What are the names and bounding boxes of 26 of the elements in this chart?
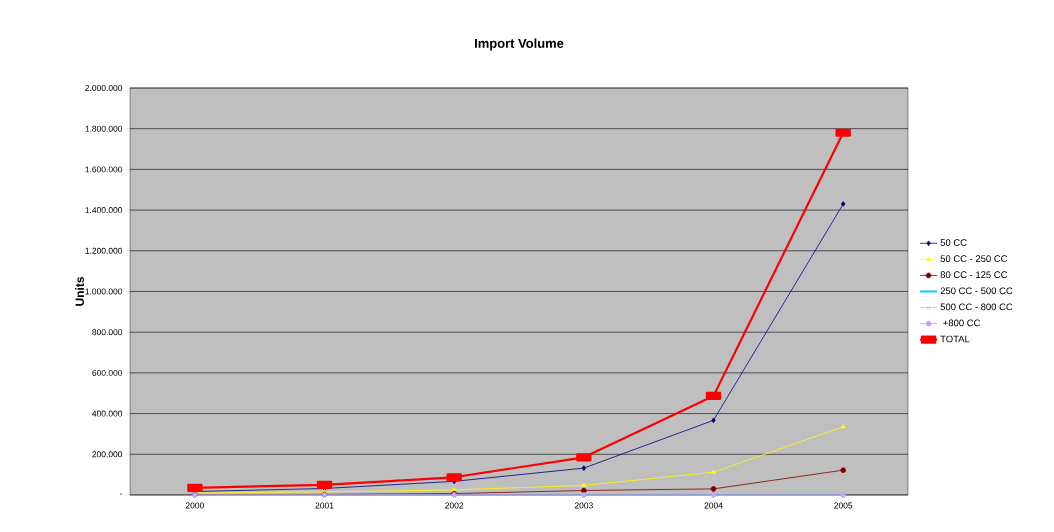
y-tick-label: 1.600.000 [85,166,123,173]
legend-label: 50 CC - 250 CC [940,255,1008,262]
legend-label: TOTAL [940,335,970,343]
legend-label: 80 CC - 125 CC [940,271,1008,279]
x-tick-label: 2000 [185,502,204,509]
y-tick-label: 600.000 [92,369,123,376]
y-tick-label: 1.400.000 [85,207,123,214]
x-tick-label: 2001 [315,502,334,509]
y-tick-label: - [120,493,123,495]
chart-title: Import Volume [475,38,564,51]
legend-label: 500 CC - 800 CC [940,303,1013,311]
legend-label: 250 CC - 500 CC [940,287,1013,295]
legend-label: +800 CC [943,319,981,327]
y-tick-label: 800.000 [92,329,123,336]
x-tick-label: 2005 [834,502,853,509]
x-tick-label: 2002 [445,502,464,509]
x-tick-label: 2004 [704,502,723,509]
x-tick-label: 2003 [574,502,593,509]
y-tick-label: 1.000.000 [85,288,123,295]
y-tick-label: 1.200.000 [85,247,123,254]
legend-label: 50 CC [940,239,967,246]
y-tick-label: 200.000 [92,451,123,458]
y-axis-title: Units [75,277,84,306]
y-tick-label: 400.000 [92,410,123,417]
y-tick-label: 1.800.000 [85,125,123,132]
y-tick-label: 2.000.000 [85,85,123,91]
